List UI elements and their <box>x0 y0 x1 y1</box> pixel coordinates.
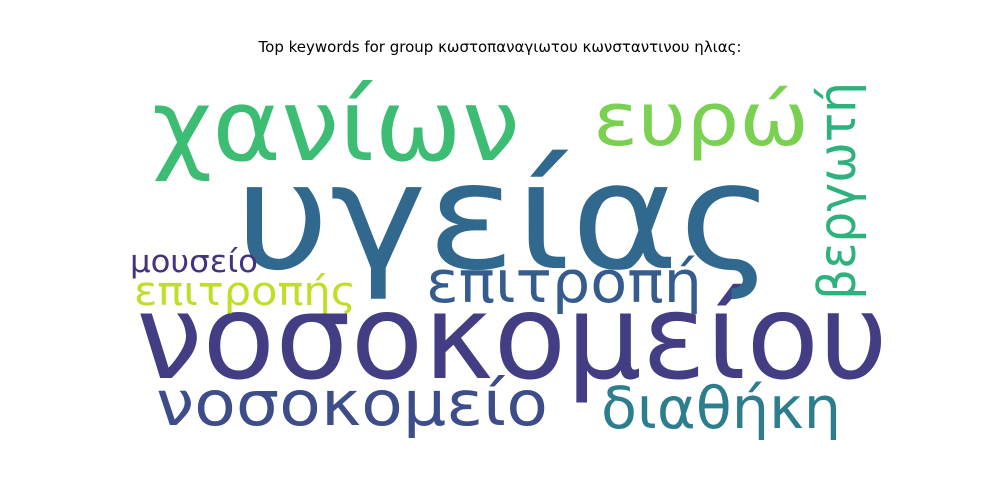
word-3: χανίων <box>152 67 520 184</box>
word-1: νοσοκομείου <box>136 268 888 406</box>
word-6: επιτροπή <box>426 248 702 316</box>
word-2: υγείας <box>235 131 775 303</box>
word-9: επιτροπής <box>134 269 356 315</box>
chart-title: Top keywords for group κωστοπαναγιωτου κ… <box>258 38 742 56</box>
word-8: βεργωτή <box>808 82 868 300</box>
word-10: μουσείο <box>130 244 258 280</box>
word-7: διαθήκη <box>601 374 841 442</box>
word-4: ευρώ <box>593 77 809 163</box>
word-5: νοσοκομείο <box>156 367 548 440</box>
